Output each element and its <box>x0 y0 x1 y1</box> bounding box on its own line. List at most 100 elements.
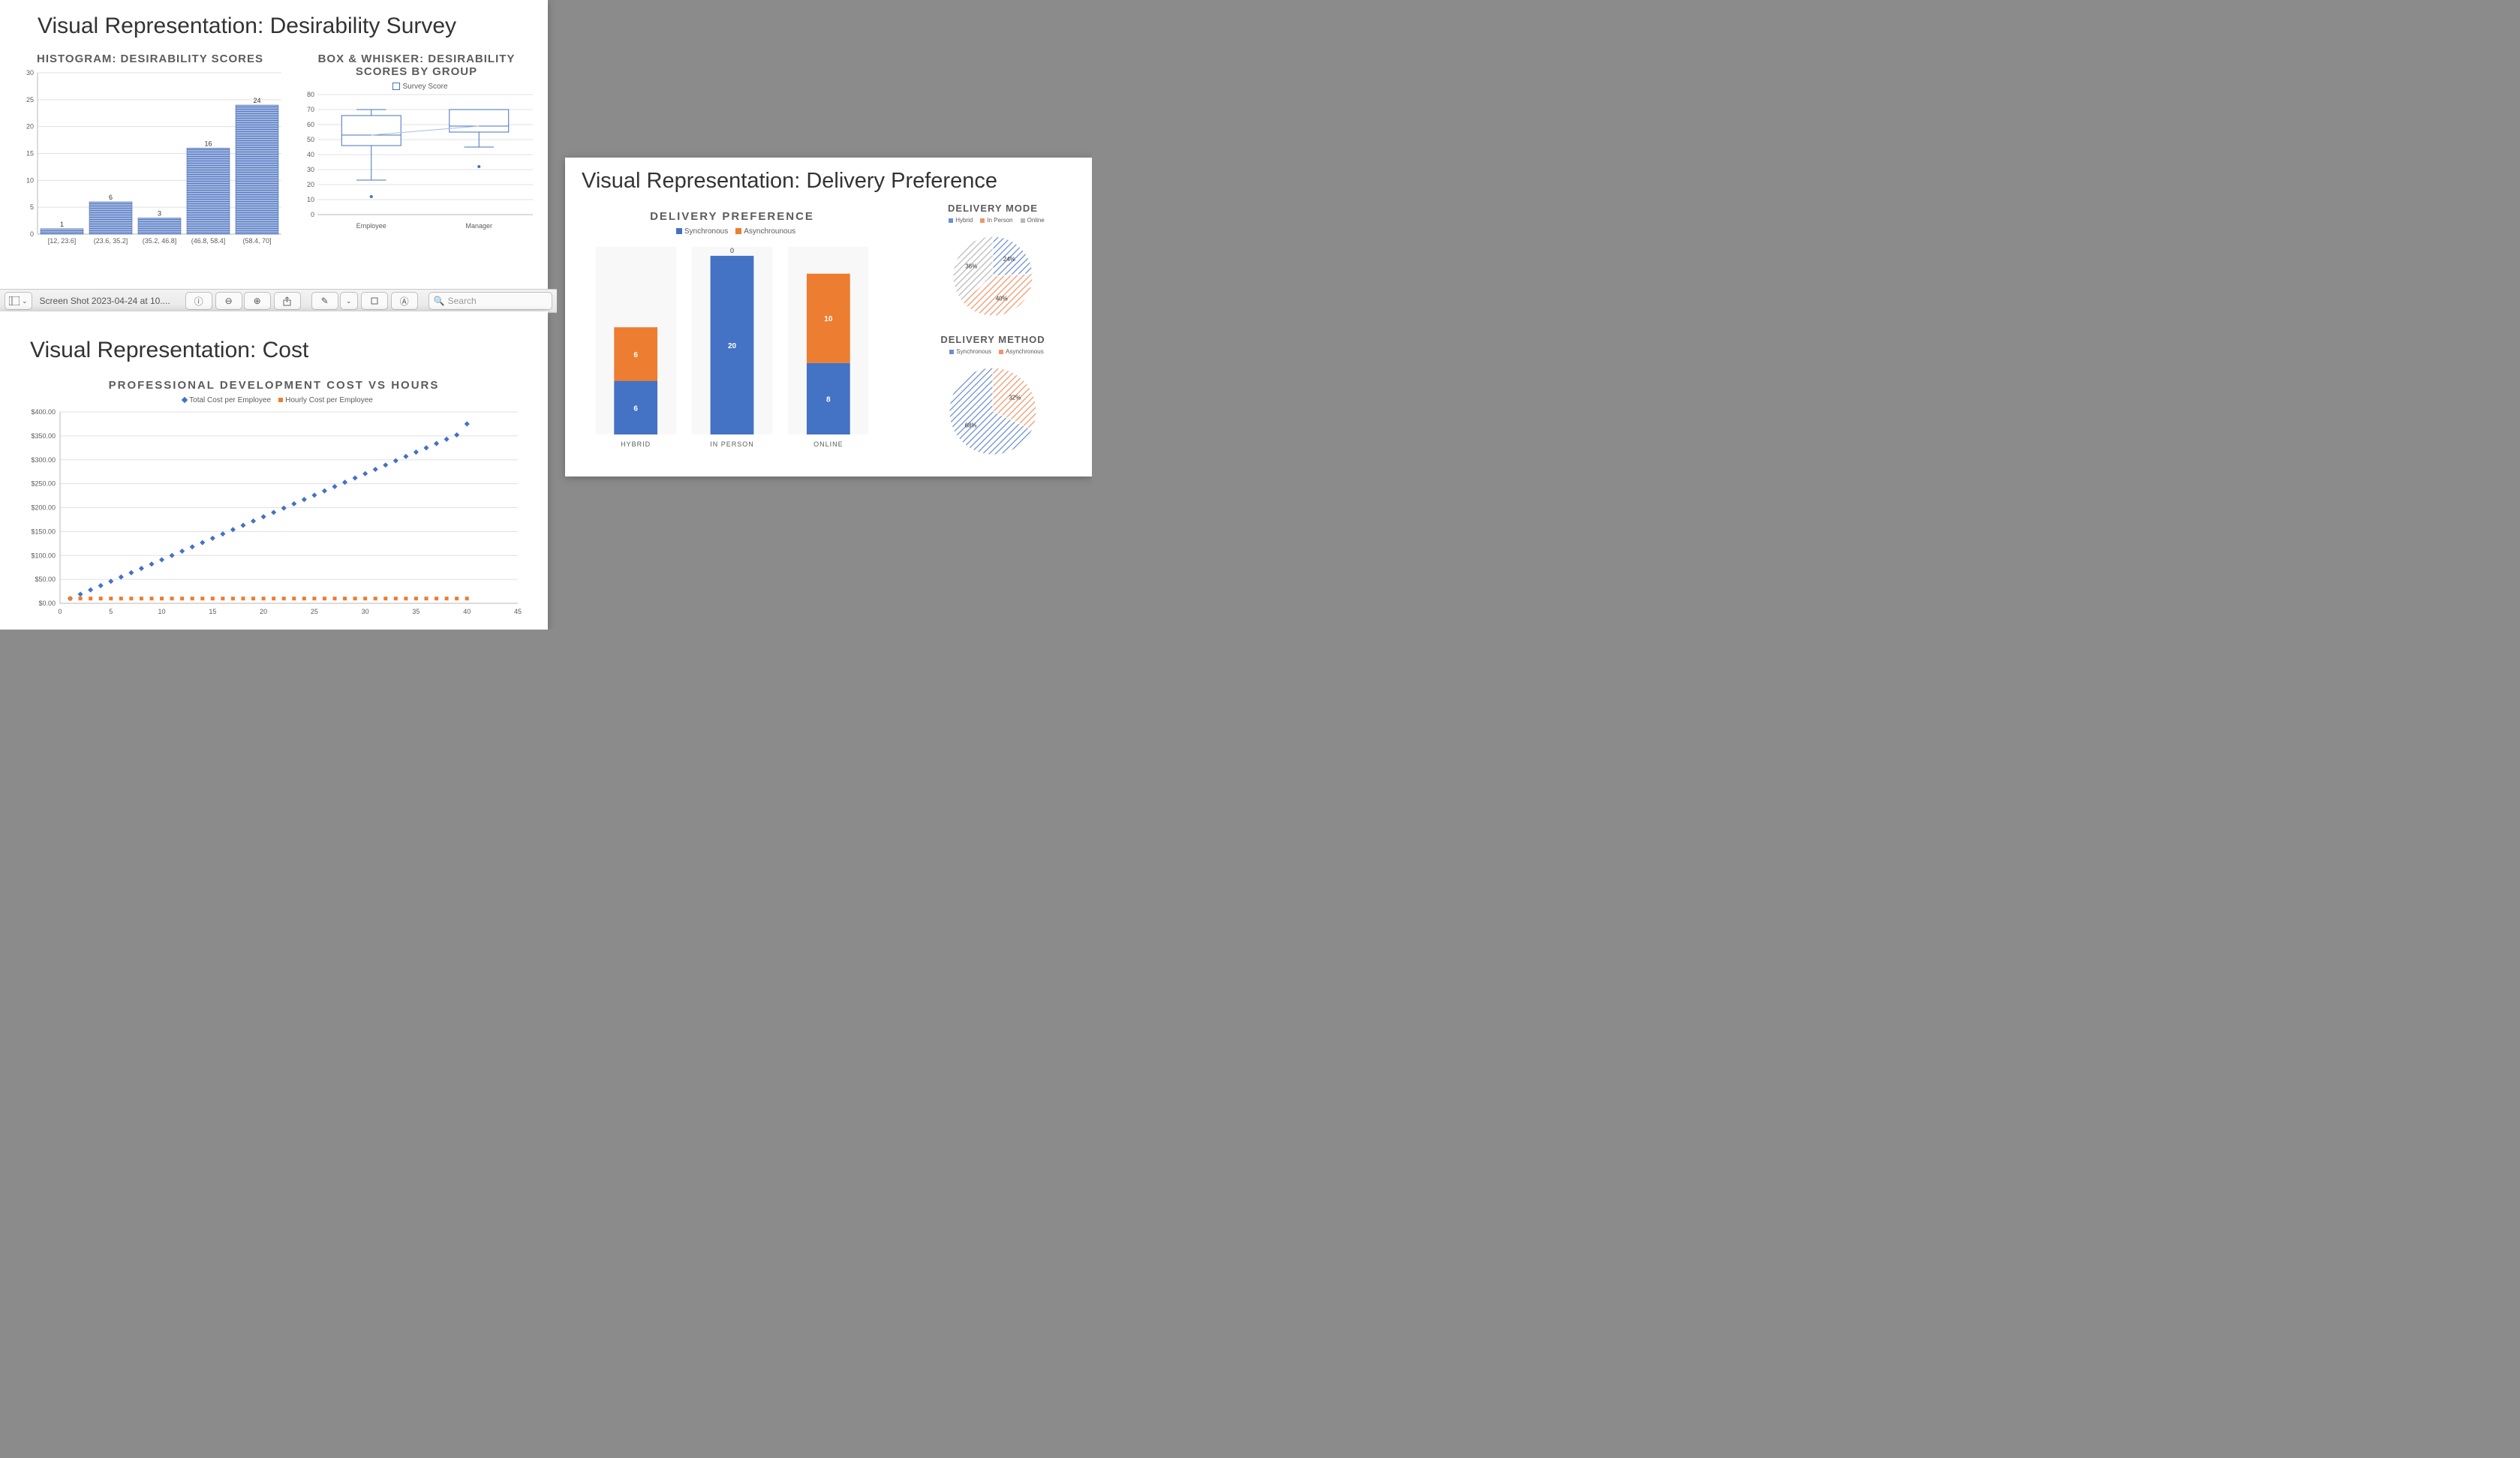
legend-label: Total Cost per Employee <box>189 396 271 404</box>
svg-text:[12, 23.6]: [12, 23.6] <box>48 237 77 245</box>
stacked-bar-legend: Synchronous Asynchrounous <box>576 227 888 236</box>
svg-text:15: 15 <box>26 150 34 158</box>
svg-text:50: 50 <box>307 136 314 143</box>
markup-button[interactable]: ✎ <box>311 292 338 310</box>
slide-delivery: Visual Representation: Delivery Preferen… <box>565 158 1092 476</box>
svg-text:40: 40 <box>307 151 314 158</box>
marker-icon: Ⓐ <box>400 295 409 308</box>
svg-text:6: 6 <box>633 351 638 359</box>
svg-text:(23.6, 35.2]: (23.6, 35.2] <box>94 237 128 245</box>
boxplot-legend-label: Survey Score <box>402 83 447 91</box>
svg-text:10: 10 <box>824 315 833 323</box>
scatter-legend: Total Cost per Employee Hourly Cost per E… <box>19 396 529 404</box>
boxplot-title: BOX & WHISKER: DESIRABILITY SCORES BY GR… <box>296 53 537 78</box>
svg-text:0: 0 <box>58 608 62 615</box>
search-placeholder: Search <box>448 296 477 306</box>
histogram-chart: 0 5 10 15 20 25 30 1 [12, 23.6] 6 (23.6, 35.2] 3 (35… <box>15 65 285 253</box>
stacked-bar-title: DELIVERY PREFERENCE <box>576 210 888 223</box>
boxplot-chart: 01020304050607080EmployeeManager <box>296 91 537 233</box>
svg-text:36%: 36% <box>965 263 977 269</box>
svg-text:10: 10 <box>307 196 314 203</box>
svg-text:6: 6 <box>633 404 638 413</box>
svg-text:(46.8, 58.4]: (46.8, 58.4] <box>191 237 226 245</box>
svg-text:30: 30 <box>307 166 314 173</box>
toolbar-filename: Screen Shot 2023-04-24 at 10.... <box>40 296 170 306</box>
search-icon: 🔍 <box>434 296 445 306</box>
svg-text:1: 1 <box>60 221 64 228</box>
svg-text:20: 20 <box>260 608 267 615</box>
slide-desirability: Visual Representation: Desirability Surv… <box>0 0 548 289</box>
svg-text:$0.00: $0.00 <box>38 600 56 607</box>
legend-label: Online <box>1027 217 1045 224</box>
svg-text:$100.00: $100.00 <box>31 552 56 559</box>
boxplot-legend: Survey Score <box>296 83 537 91</box>
legend-label: Synchronous <box>956 348 991 355</box>
svg-text:25: 25 <box>26 96 34 104</box>
pie-mode-legend: HybridIn PersonOnline <box>903 217 1083 224</box>
preview-toolbar: ⌄ Screen Shot 2023-04-24 at 10.... ⓘ ⊖ ⊕… <box>0 289 557 313</box>
pie-mode-container: DELIVERY MODE HybridIn PersonOnline 24% 4… <box>903 203 1083 325</box>
svg-text:IN PERSON: IN PERSON <box>710 440 754 448</box>
svg-text:$200.00: $200.00 <box>31 504 56 512</box>
svg-text:HYBRID: HYBRID <box>621 440 651 448</box>
svg-text:40%: 40% <box>996 296 1008 302</box>
svg-text:30: 30 <box>26 69 34 77</box>
pie-mode-chart: 24% 40% 36% <box>903 224 1083 321</box>
zoom-out-icon: ⊖ <box>225 296 233 306</box>
svg-text:24%: 24% <box>1003 256 1015 263</box>
slide-cost-title: Visual Representation: Cost <box>30 338 308 363</box>
info-button[interactable]: ⓘ <box>185 292 212 310</box>
slide-desirability-title: Visual Representation: Desirability Surv… <box>38 14 456 39</box>
svg-text:15: 15 <box>209 608 216 615</box>
svg-text:20: 20 <box>26 123 34 131</box>
pie-mode-title: DELIVERY MODE <box>903 203 1083 214</box>
svg-text:Employee: Employee <box>356 222 386 230</box>
highlight-button[interactable]: Ⓐ <box>391 292 418 310</box>
zoom-in-icon: ⊕ <box>254 296 261 306</box>
svg-text:ONLINE: ONLINE <box>813 440 844 448</box>
markup-menu-button[interactable]: ⌄ <box>340 292 358 310</box>
svg-text:0: 0 <box>30 230 34 238</box>
svg-text:60: 60 <box>307 121 314 128</box>
svg-text:10: 10 <box>26 176 34 184</box>
slide-cost: Visual Representation: Cost PROFESSIONAL… <box>0 311 548 630</box>
svg-text:3: 3 <box>158 210 161 218</box>
sidebar-toggle-button[interactable]: ⌄ <box>5 292 32 310</box>
histogram-title: HISTOGRAM: DESIRABILITY SCORES <box>15 53 285 65</box>
svg-text:20: 20 <box>307 181 314 188</box>
svg-text:5: 5 <box>30 203 34 211</box>
markup-group: ✎ ⌄ <box>311 292 358 310</box>
histogram-container: HISTOGRAM: DESIRABILITY SCORES 0 5 10 15 20 2… <box>15 53 285 257</box>
canvas: Visual Representation: Desirability Surv… <box>0 0 1092 630</box>
svg-text:(35.2, 46.8]: (35.2, 46.8] <box>143 237 177 245</box>
search-field[interactable]: 🔍 Search <box>429 292 552 310</box>
rotate-button[interactable] <box>361 292 388 310</box>
svg-text:70: 70 <box>307 106 314 113</box>
chevron-down-icon: ⌄ <box>346 297 352 305</box>
legend-label: Hybrid <box>955 217 973 224</box>
svg-text:$150.00: $150.00 <box>31 528 56 535</box>
svg-text:25: 25 <box>311 608 318 615</box>
svg-text:5: 5 <box>109 608 113 615</box>
svg-text:$300.00: $300.00 <box>31 456 56 464</box>
share-button[interactable] <box>274 292 301 310</box>
zoom-in-button[interactable]: ⊕ <box>244 292 271 310</box>
boxplot-container: BOX & WHISKER: DESIRABILITY SCORES BY GR… <box>296 53 537 237</box>
legend-label: Asynchronous <box>1006 348 1044 355</box>
legend-label: Synchronous <box>684 227 728 236</box>
pie-method-title: DELIVERY METHOD <box>903 334 1083 345</box>
svg-text:45: 45 <box>514 608 522 615</box>
scatter-container: PROFESSIONAL DEVELOPMENT COST VS HOURS T… <box>19 379 529 626</box>
svg-text:24: 24 <box>253 97 260 104</box>
pie-method-chart: 32%68% <box>903 355 1083 460</box>
svg-text:0: 0 <box>311 211 314 218</box>
svg-text:6: 6 <box>109 194 113 201</box>
svg-text:80: 80 <box>307 91 314 98</box>
stacked-bar-container: DELIVERY PREFERENCE Synchronous Asynchrou… <box>576 210 888 461</box>
legend-label: Hourly Cost per Employee <box>285 396 373 404</box>
svg-text:40: 40 <box>463 608 471 615</box>
zoom-group: ⊖ ⊕ <box>215 292 271 310</box>
stacked-bar-chart: 66HYBRID200IN PERSON810ONLINE <box>576 236 888 457</box>
zoom-out-button[interactable]: ⊖ <box>215 292 242 310</box>
legend-label: Asynchrounous <box>744 227 795 236</box>
